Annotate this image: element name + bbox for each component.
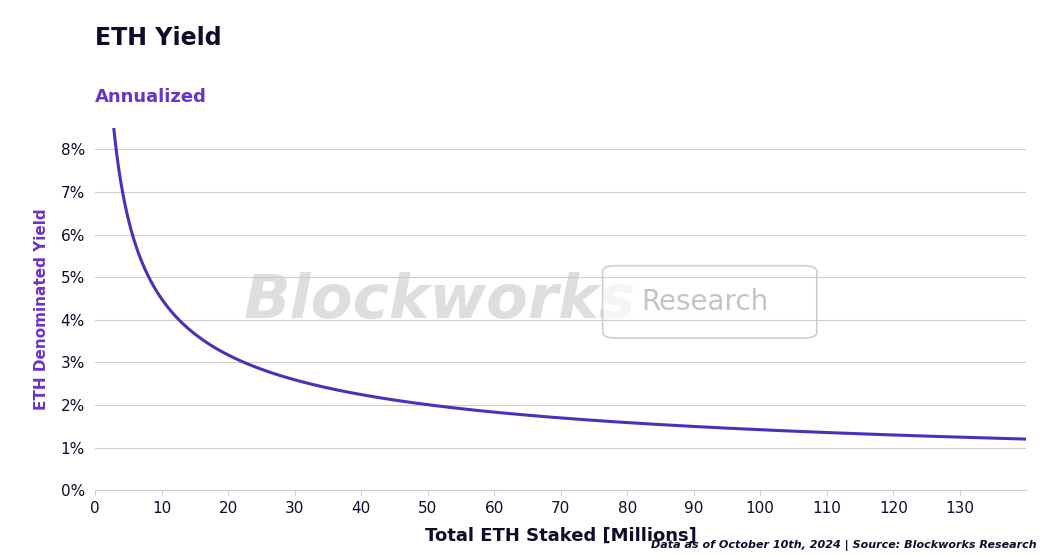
Y-axis label: ETH Denominated Yield: ETH Denominated Yield [34, 208, 50, 410]
X-axis label: Total ETH Staked [Millions]: Total ETH Staked [Millions] [425, 527, 696, 545]
Text: Data as of October 10th, 2024 | Source: Blockworks Research: Data as of October 10th, 2024 | Source: … [652, 540, 1037, 551]
Text: Blockworks: Blockworks [243, 272, 636, 331]
FancyBboxPatch shape [603, 266, 817, 338]
Text: ETH Yield: ETH Yield [95, 26, 222, 50]
Text: Research: Research [641, 288, 769, 316]
Text: Annualized: Annualized [95, 88, 207, 106]
